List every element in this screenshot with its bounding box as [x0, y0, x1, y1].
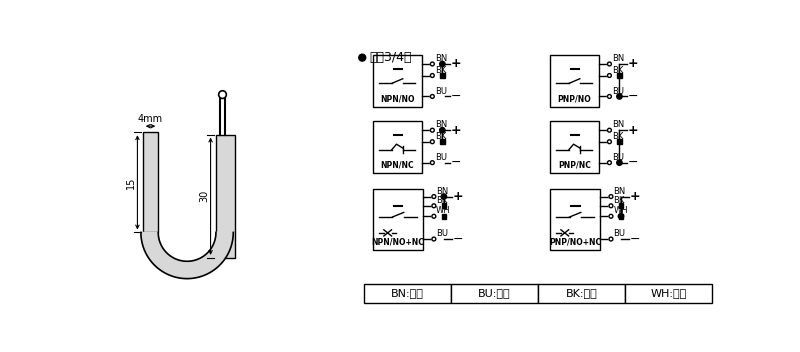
Bar [618, 203, 623, 208]
Bar [373, 55, 422, 107]
Circle shape [430, 95, 434, 98]
Text: 30: 30 [199, 190, 209, 202]
Text: +: + [628, 57, 638, 70]
Bar [625, 284, 712, 302]
Text: −: − [451, 156, 462, 169]
Bar [442, 203, 446, 208]
Circle shape [441, 194, 446, 199]
Circle shape [607, 95, 611, 98]
Text: BU: BU [614, 229, 626, 238]
Bar [617, 139, 622, 144]
Bar [373, 121, 422, 173]
Bar [538, 284, 625, 302]
Text: BK: BK [612, 132, 623, 141]
Circle shape [430, 62, 434, 66]
Bar [618, 214, 623, 219]
Circle shape [618, 214, 624, 219]
Circle shape [432, 195, 436, 199]
Circle shape [430, 161, 434, 165]
Text: −: − [452, 233, 463, 246]
Text: WH:白色: WH:白色 [650, 288, 686, 298]
Text: PNP/NO+NC: PNP/NO+NC [549, 237, 602, 246]
Bar [216, 135, 235, 258]
Text: BK: BK [434, 132, 446, 141]
Circle shape [609, 204, 613, 208]
Text: BU: BU [612, 87, 624, 96]
Circle shape [609, 214, 613, 218]
Circle shape [430, 74, 434, 77]
Text: BU: BU [436, 229, 448, 238]
Bar [550, 55, 598, 107]
Text: NPN/NO: NPN/NO [380, 94, 414, 103]
Circle shape [607, 128, 611, 132]
Text: BK: BK [436, 196, 447, 205]
Text: PNP/NC: PNP/NC [558, 160, 591, 169]
Bar [550, 121, 598, 173]
Circle shape [358, 54, 366, 61]
Circle shape [432, 204, 436, 208]
Text: BU: BU [434, 87, 446, 96]
Bar [440, 73, 445, 78]
Text: BK:黑色: BK:黑色 [566, 288, 597, 298]
Bar [373, 189, 423, 250]
Circle shape [609, 237, 613, 241]
Text: NPN/NO+NC: NPN/NO+NC [372, 237, 425, 246]
Text: +: + [628, 124, 638, 137]
Bar [442, 214, 446, 219]
Text: BU: BU [434, 153, 446, 162]
Text: +: + [630, 190, 640, 203]
Circle shape [432, 237, 436, 241]
Text: BN:棕色: BN:棕色 [391, 288, 424, 298]
Circle shape [607, 74, 611, 77]
Text: BN: BN [436, 187, 449, 196]
Text: BK: BK [612, 66, 623, 75]
Text: +: + [451, 124, 462, 137]
Circle shape [430, 140, 434, 144]
Text: BK: BK [614, 196, 625, 205]
Circle shape [609, 195, 613, 199]
Text: BN: BN [434, 120, 447, 130]
Text: −: − [630, 233, 640, 246]
Text: BU:兰色: BU:兰色 [478, 288, 510, 298]
Bar [451, 284, 538, 302]
Text: −: − [451, 90, 462, 103]
Text: BU: BU [612, 153, 624, 162]
Text: PNP/NO: PNP/NO [558, 94, 591, 103]
Text: NPN/NC: NPN/NC [381, 160, 414, 169]
Circle shape [430, 128, 434, 132]
Circle shape [607, 62, 611, 66]
Text: BN: BN [612, 54, 624, 63]
Text: 直涁3/4线: 直涁3/4线 [369, 51, 412, 64]
Circle shape [607, 161, 611, 165]
Circle shape [432, 214, 436, 218]
Circle shape [440, 127, 445, 133]
Bar [364, 284, 451, 302]
Bar [550, 189, 600, 250]
Polygon shape [141, 232, 234, 279]
Text: −: − [628, 156, 638, 169]
Bar [440, 139, 445, 144]
Bar [143, 132, 158, 232]
Text: −: − [628, 90, 638, 103]
Text: BN: BN [434, 54, 447, 63]
Text: BN: BN [614, 187, 626, 196]
Text: +: + [452, 190, 463, 203]
Circle shape [617, 94, 622, 99]
Text: WH: WH [614, 207, 628, 215]
Bar [617, 73, 622, 78]
Text: BN: BN [612, 120, 624, 130]
Text: 4mm: 4mm [138, 114, 163, 124]
Circle shape [607, 140, 611, 144]
Text: +: + [451, 57, 462, 70]
Circle shape [440, 61, 445, 67]
Text: WH: WH [436, 207, 451, 215]
Circle shape [617, 160, 622, 165]
Text: 15: 15 [126, 176, 136, 189]
Text: BK: BK [434, 66, 446, 75]
